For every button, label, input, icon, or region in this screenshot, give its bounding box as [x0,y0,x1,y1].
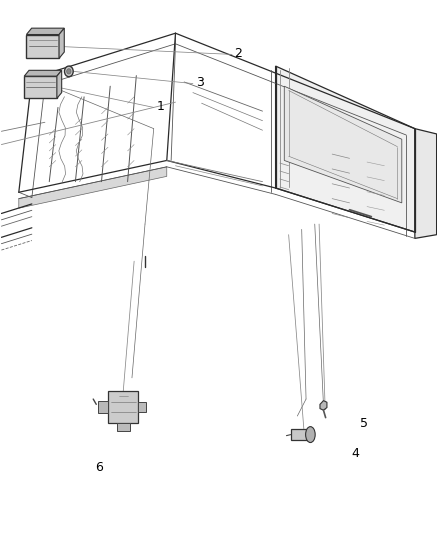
Polygon shape [26,35,59,59]
Text: 2: 2 [234,46,242,60]
Polygon shape [98,401,109,414]
Polygon shape [24,70,62,76]
Text: 1: 1 [157,100,165,112]
Text: 4: 4 [352,447,360,461]
Polygon shape [57,70,62,99]
Text: 3: 3 [196,76,204,88]
Polygon shape [138,402,146,413]
Polygon shape [291,429,311,440]
Polygon shape [26,28,64,35]
Polygon shape [415,128,437,238]
Ellipse shape [306,426,315,442]
Polygon shape [284,86,402,203]
Text: 6: 6 [95,461,103,474]
Polygon shape [320,401,327,410]
Text: 5: 5 [360,417,368,430]
Polygon shape [109,391,138,423]
Polygon shape [276,66,415,232]
Polygon shape [19,167,167,208]
Circle shape [67,69,71,74]
Polygon shape [59,28,64,59]
Polygon shape [24,76,57,99]
Circle shape [64,66,73,77]
Polygon shape [117,423,130,431]
